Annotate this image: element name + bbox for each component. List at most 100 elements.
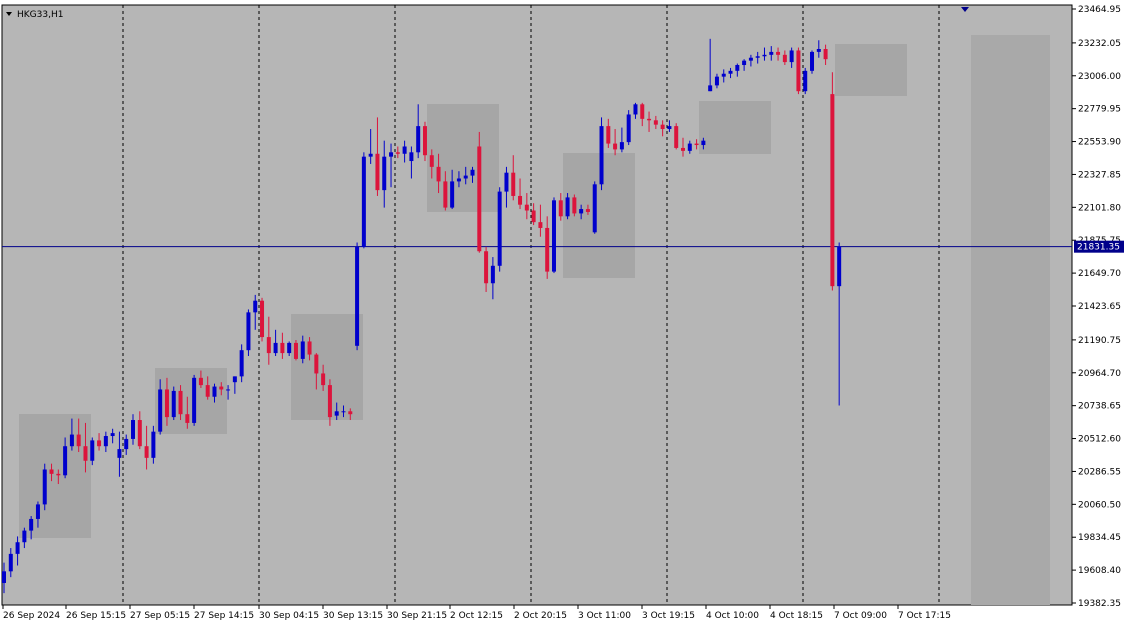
session-separators bbox=[122, 5, 940, 605]
candle-body bbox=[198, 377, 203, 386]
candle-body bbox=[178, 390, 183, 415]
candle-body bbox=[748, 57, 753, 61]
price-tick-label: 20738.65 bbox=[1078, 402, 1121, 412]
candle-body bbox=[355, 246, 360, 346]
candle-body bbox=[314, 354, 319, 374]
price-tick-label: 20512.60 bbox=[1078, 435, 1121, 445]
candle-body bbox=[694, 143, 699, 146]
candle-body bbox=[816, 49, 821, 52]
time-tick-label: 7 Oct 17:15 bbox=[898, 611, 951, 621]
candle-body bbox=[721, 73, 726, 77]
price-tick-label: 21190.75 bbox=[1078, 336, 1121, 346]
session-box bbox=[835, 44, 907, 96]
candle-body bbox=[443, 181, 448, 208]
candle-body bbox=[158, 389, 163, 432]
time-tick-label: 3 Oct 19:15 bbox=[642, 611, 695, 621]
price-axis: 23464.95 23232.05 23006.00 22779.95 22553.90… bbox=[1072, 5, 1121, 609]
time-tick-label: 4 Oct 10:00 bbox=[706, 611, 759, 621]
candle-body bbox=[599, 126, 604, 185]
candle-body bbox=[205, 385, 210, 397]
candle-body bbox=[246, 312, 251, 351]
price-tick-label: 21649.70 bbox=[1078, 269, 1121, 279]
candle-body bbox=[63, 446, 68, 476]
time-tick-label: 4 Oct 18:15 bbox=[770, 611, 823, 621]
candle-body bbox=[524, 204, 529, 211]
candle-body bbox=[810, 51, 815, 71]
candle-body bbox=[321, 373, 326, 386]
candle-body bbox=[293, 342, 298, 359]
candle-body bbox=[253, 300, 258, 313]
candle-body bbox=[490, 265, 495, 284]
price-tick-label: 23006.00 bbox=[1078, 72, 1121, 82]
candle-body bbox=[830, 94, 835, 287]
candle-body bbox=[300, 341, 305, 359]
candle-body bbox=[545, 227, 550, 272]
chart-shift-marker-icon[interactable] bbox=[961, 7, 969, 12]
candle-body bbox=[579, 209, 584, 214]
candle-body bbox=[633, 104, 638, 115]
candle-body bbox=[97, 440, 102, 447]
candle-body bbox=[117, 449, 122, 458]
candles bbox=[2, 38, 842, 594]
dropdown-triangle-icon[interactable] bbox=[6, 12, 12, 16]
candle-body bbox=[280, 342, 285, 354]
candle-body bbox=[585, 209, 590, 212]
time-tick-label: 2 Oct 20:15 bbox=[514, 611, 567, 621]
session-box bbox=[427, 104, 499, 212]
candle-body bbox=[422, 126, 427, 156]
candle-body bbox=[572, 197, 577, 214]
price-tick-label: 20286.55 bbox=[1078, 467, 1121, 477]
candle-body bbox=[266, 337, 271, 354]
price-tick-label: 23232.05 bbox=[1078, 39, 1121, 49]
time-tick-label: 30 Sep 04:15 bbox=[259, 611, 319, 621]
price-tick-label: 22101.80 bbox=[1078, 203, 1121, 213]
price-tick-label: 19608.40 bbox=[1078, 566, 1121, 576]
candle-body bbox=[8, 553, 13, 572]
future-shift-area bbox=[971, 35, 1050, 605]
candle-body bbox=[647, 118, 652, 121]
price-tick-label: 19382.35 bbox=[1078, 599, 1121, 609]
candle-body bbox=[144, 446, 149, 458]
price-tick-label: 20964.70 bbox=[1078, 369, 1121, 379]
symbol-label-text: HKG33,H1 bbox=[17, 10, 63, 20]
candle-body bbox=[361, 156, 366, 247]
current-price-label-text: 21831.35 bbox=[1077, 243, 1120, 253]
candle-body bbox=[42, 469, 47, 505]
candle-body bbox=[626, 114, 631, 143]
candle-body bbox=[667, 126, 672, 130]
candle-body bbox=[653, 120, 658, 125]
session-box bbox=[291, 314, 363, 420]
candle-body bbox=[518, 195, 523, 205]
candle-body bbox=[171, 390, 176, 418]
candle-body bbox=[389, 152, 394, 157]
time-tick-label: 7 Oct 09:00 bbox=[834, 611, 887, 621]
plot-area[interactable] bbox=[1, 4, 1073, 606]
candle-body bbox=[796, 50, 801, 92]
candle-body bbox=[538, 222, 543, 228]
candle-body bbox=[327, 385, 332, 418]
time-axis: 26 Sep 2024 26 Sep 15:15 27 Sep 05:15 27 Se… bbox=[2, 605, 951, 621]
time-tick-label: 27 Sep 05:15 bbox=[130, 611, 190, 621]
candle-body bbox=[131, 420, 136, 439]
candle-body bbox=[49, 469, 54, 474]
candle-body bbox=[681, 147, 685, 151]
candle-body bbox=[239, 350, 244, 377]
candle-body bbox=[232, 376, 237, 383]
candle-body bbox=[497, 191, 502, 266]
candle-body bbox=[640, 104, 645, 119]
candle-body bbox=[219, 386, 224, 390]
candle-body bbox=[511, 172, 516, 196]
candle-body bbox=[742, 60, 747, 66]
candle-body bbox=[368, 153, 373, 157]
candle-body bbox=[701, 140, 706, 146]
current-price-label: 21831.35 bbox=[1074, 240, 1124, 253]
candle-body bbox=[484, 251, 489, 284]
candle-body bbox=[395, 152, 400, 154]
candle-body bbox=[619, 142, 624, 150]
candle-body bbox=[273, 342, 278, 354]
candle-body bbox=[803, 70, 808, 92]
candle-body bbox=[504, 172, 509, 192]
candle-body bbox=[714, 76, 719, 86]
